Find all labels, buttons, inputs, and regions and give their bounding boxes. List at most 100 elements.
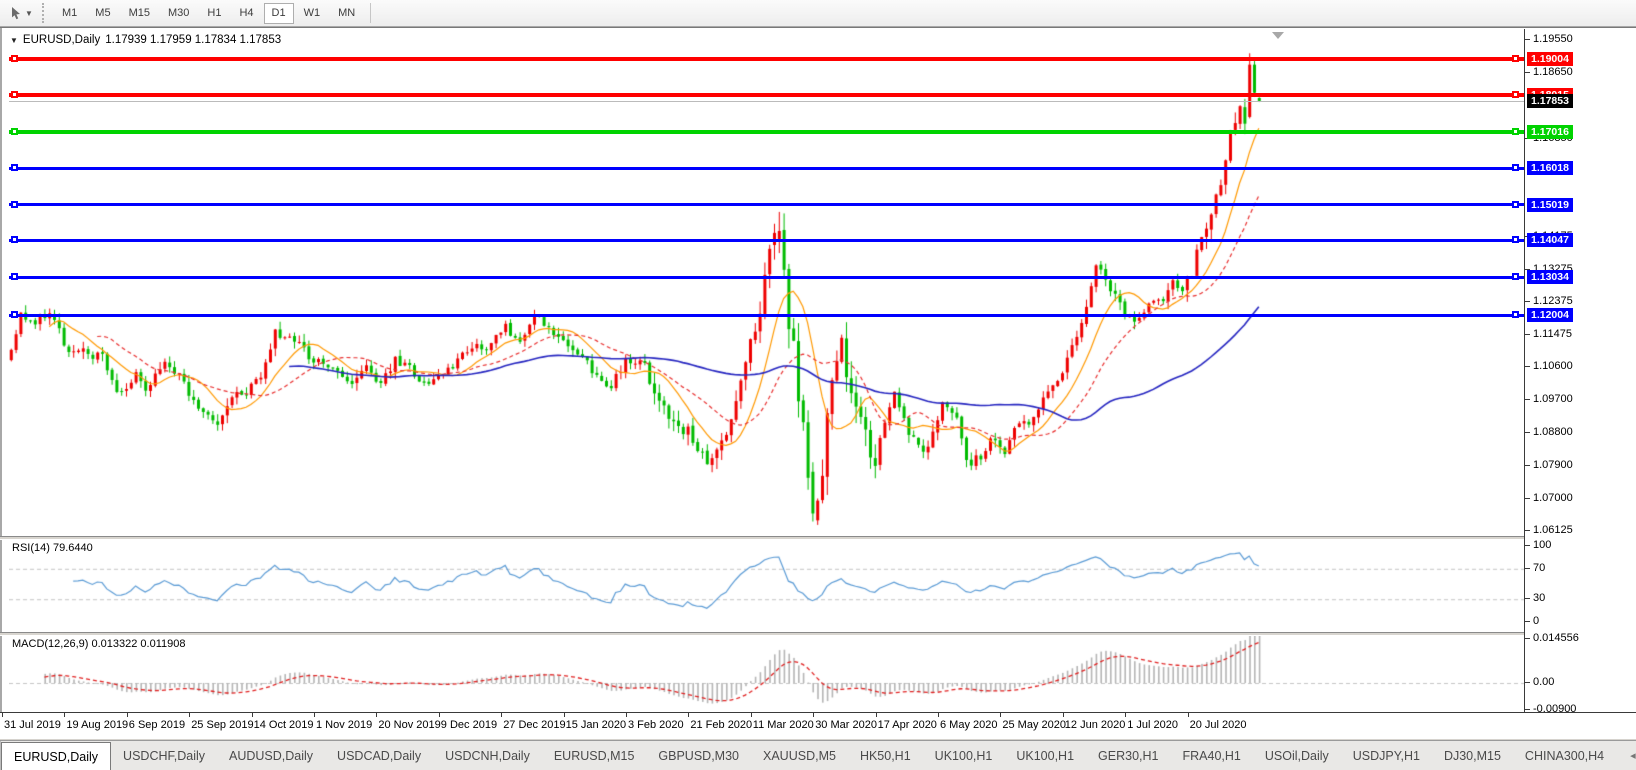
horizontal-line[interactable] <box>9 313 1524 317</box>
line-left-marker[interactable] <box>11 91 18 99</box>
line-right-marker[interactable] <box>1512 164 1519 172</box>
timeframe-m1[interactable]: M1 <box>62 7 78 19</box>
chart-tab-hk50-h1[interactable]: HK50,H1 <box>859 748 911 763</box>
pane-divider-rsi[interactable] <box>0 536 1636 540</box>
chart-tab-audusd-daily[interactable]: AUDUSD,Daily <box>229 748 314 763</box>
line-right-marker[interactable] <box>1512 311 1519 319</box>
timeframe-w1[interactable]: W1 <box>303 7 321 19</box>
chart-tab-usdchf-daily[interactable]: USDCHF,Daily <box>123 748 205 763</box>
horizontal-line[interactable] <box>9 93 1524 98</box>
current-price-line <box>9 101 1524 103</box>
chart-cursor-icon[interactable]: ▼ <box>4 2 38 24</box>
line-left-marker[interactable] <box>11 127 18 135</box>
line-right-marker[interactable] <box>1512 91 1519 99</box>
symbol-period-label: EURUSD,Daily <box>22 34 101 46</box>
rsi-scale-tick <box>1525 621 1530 622</box>
chart-tab-gbpusd-m30[interactable]: GBPUSD,M30 <box>658 748 739 763</box>
rsi-scale-label: 70 <box>1533 561 1546 574</box>
chart-tab-usdcad-daily[interactable]: USDCAD,Daily <box>337 748 422 763</box>
line-left-marker[interactable] <box>11 273 18 281</box>
chart-tab-fra40-h1[interactable]: FRA40,H1 <box>1182 748 1241 763</box>
price-tick-label: 1.08800 <box>1533 426 1573 439</box>
price-tick <box>1525 366 1530 368</box>
line-left-marker[interactable] <box>11 200 18 208</box>
price-tick-label: 1.06125 <box>1533 524 1573 537</box>
tab-scroll-left-icon[interactable]: ◂ <box>1630 750 1636 762</box>
horizontal-line[interactable] <box>9 129 1524 134</box>
horizontal-line[interactable] <box>9 275 1524 279</box>
line-left-marker[interactable] <box>11 236 18 244</box>
date-label: 14 Oct 2019 <box>253 719 314 731</box>
date-tick <box>563 713 565 717</box>
horizontal-line[interactable] <box>9 166 1524 170</box>
collapse-triangle-icon[interactable]: ▼ <box>10 35 18 45</box>
timeframe-m5[interactable]: M5 <box>95 7 111 19</box>
timeframe-m30[interactable]: M30 <box>167 7 190 19</box>
line-left-marker[interactable] <box>11 311 18 319</box>
chart-tab-usdjpy-h1[interactable]: USDJPY,H1 <box>1352 748 1420 763</box>
date-tick <box>501 713 503 717</box>
price-axis[interactable]: 1.195501.186501.168501.141751.132751.123… <box>1524 29 1636 715</box>
date-label: 25 May 2020 <box>1002 719 1066 731</box>
chart-tab-china300-h4[interactable]: CHINA300,H4 <box>1524 748 1605 763</box>
horizontal-line[interactable] <box>9 238 1524 242</box>
date-tick <box>750 713 752 717</box>
chart-symbol-title[interactable]: ▼ EURUSD,Daily 1.17939 1.17959 1.17834 1… <box>10 34 281 46</box>
price-tick-label: 1.07000 <box>1533 492 1573 505</box>
line-right-marker[interactable] <box>1512 127 1519 135</box>
rsi-indicator-canvas[interactable] <box>9 540 1524 632</box>
rsi-scale-tick <box>1525 598 1530 600</box>
chart-tab-dj30-m15[interactable]: DJ30,M15 <box>1443 748 1501 763</box>
pane-divider-macd[interactable] <box>0 632 1636 636</box>
horizontal-line[interactable] <box>9 57 1524 61</box>
horizontal-line[interactable] <box>9 203 1524 207</box>
macd-indicator-canvas[interactable] <box>9 636 1524 712</box>
date-tick <box>376 713 378 717</box>
toolbar-grip[interactable] <box>42 3 49 23</box>
date-label: 30 Mar 2020 <box>815 719 877 731</box>
price-tick-label: 1.07900 <box>1533 459 1573 472</box>
price-tick <box>1525 399 1530 401</box>
line-right-marker[interactable] <box>1512 200 1519 208</box>
date-axis[interactable]: 31 Jul 2019 19 Aug 2019 6 Sep 2019 25 Sep 2… <box>0 712 1636 739</box>
date-tick <box>938 713 939 717</box>
rsi-scale-label: 100 <box>1533 539 1552 551</box>
date-tick <box>251 713 253 717</box>
date-label: 6 May 2020 <box>940 719 998 731</box>
chart-tab-usoil-daily[interactable]: USOil,Daily <box>1264 748 1329 763</box>
date-tick <box>2 713 3 717</box>
chart-tab-uk100-h1[interactable]: UK100,H1 <box>1016 748 1075 763</box>
chart-tab-xauusd-m5[interactable]: XAUUSD,M5 <box>763 748 836 763</box>
date-label: 25 Sep 2019 <box>191 719 254 731</box>
line-right-marker[interactable] <box>1512 273 1519 281</box>
chart-shift-marker-icon[interactable] <box>1272 32 1284 39</box>
timeframe-m15[interactable]: M15 <box>128 7 150 19</box>
price-line-label: 1.12004 <box>1527 308 1573 323</box>
macd-scale-label: 0.014556 <box>1533 632 1579 645</box>
chart-tab-ger30-h1[interactable]: GER30,H1 <box>1098 748 1159 763</box>
ohlc-quote-label: 1.17939 1.17959 1.17834 1.17853 <box>105 34 282 46</box>
line-right-marker[interactable] <box>1512 236 1519 244</box>
timeframe-h4[interactable]: H4 <box>239 7 254 19</box>
date-tick <box>688 713 690 717</box>
chart-tab-usdcnh-daily[interactable]: USDCNH,Daily <box>445 748 530 763</box>
timeframe-mn[interactable]: MN <box>338 7 356 19</box>
chart-tab-eurusd-m15[interactable]: EURUSD,M15 <box>553 748 635 763</box>
rsi-pane-label: RSI(14) 79.6440 <box>12 542 93 554</box>
date-tick <box>875 713 877 717</box>
macd-pane-label: MACD(12,26,9) 0.013322 0.011908 <box>12 638 186 650</box>
price-line-label: 1.13034 <box>1527 270 1573 285</box>
timeframe-d1[interactable]: D1 <box>263 2 294 24</box>
line-left-marker[interactable] <box>11 164 18 172</box>
line-right-marker[interactable] <box>1512 55 1519 62</box>
date-label: 12 Jun 2020 <box>1064 719 1126 731</box>
chart-tab-eurusd-daily[interactable]: EURUSD,Daily <box>1 742 112 770</box>
cursor-arrow-icon <box>12 7 21 20</box>
date-label: 9 Dec 2019 <box>440 719 498 731</box>
line-left-marker[interactable] <box>11 55 18 62</box>
candlestick-chart-canvas[interactable] <box>9 31 1524 536</box>
chart-tab-bar: EURUSD,Daily USDCHF,Daily AUDUSD,Daily USDC… <box>0 740 1636 770</box>
timeframe-toolbar: ▼ M1 M5 M15 M30 H1 H4 D1 W1 MN <box>0 0 1636 27</box>
chart-tab-uk100-h1[interactable]: UK100,H1 <box>934 748 993 763</box>
timeframe-h1[interactable]: H1 <box>207 7 222 19</box>
